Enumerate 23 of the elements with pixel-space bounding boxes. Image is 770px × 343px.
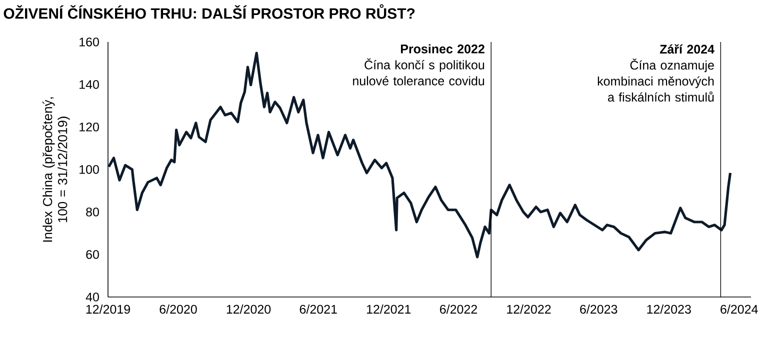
y-tick-label: 120 bbox=[80, 122, 99, 132]
annotation: Čína končí s politikou nulové tolerance covidu bbox=[353, 58, 484, 86]
ref-line-label: Prosinec 2022 bbox=[400, 44, 484, 54]
x-tick-label: 6/2020 bbox=[160, 304, 197, 314]
annotation: Čína oznamuje kombinaci měnových a fiskálních stimulů bbox=[598, 58, 714, 102]
x-tick-label: 6/2023 bbox=[580, 304, 618, 314]
y-tick-label: 60 bbox=[86, 250, 99, 259]
x-tick-label: 6/2024 bbox=[720, 304, 758, 314]
y-tick-label: 80 bbox=[86, 208, 99, 216]
x-tick-label: 6/2022 bbox=[440, 304, 477, 314]
y-tick-label: 160 bbox=[80, 38, 99, 46]
x-tick-label: 6/2021 bbox=[300, 304, 337, 314]
y-tick-label: 40 bbox=[86, 292, 99, 302]
x-tick-label: 12/2021 bbox=[366, 304, 411, 314]
x-tick-label: 12/2022 bbox=[507, 304, 551, 314]
y-tick-label: 100 bbox=[80, 165, 99, 174]
y-tick-label: 140 bbox=[80, 80, 99, 89]
y-axis-title: Index China (přepočtený, 100 = 31/12/2019) bbox=[42, 97, 70, 242]
chart-title: OŽIVENÍ ČÍNSKÉHO TRHU: DALŠÍ PROSTOR PRO RŮST? bbox=[4, 4, 415, 19]
ref-line-label: Září 2024 bbox=[660, 44, 714, 54]
x-tick-label: 12/2019 bbox=[86, 304, 130, 314]
x-tick-label: 12/2023 bbox=[647, 304, 691, 314]
x-tick-label: 12/2020 bbox=[226, 304, 271, 314]
